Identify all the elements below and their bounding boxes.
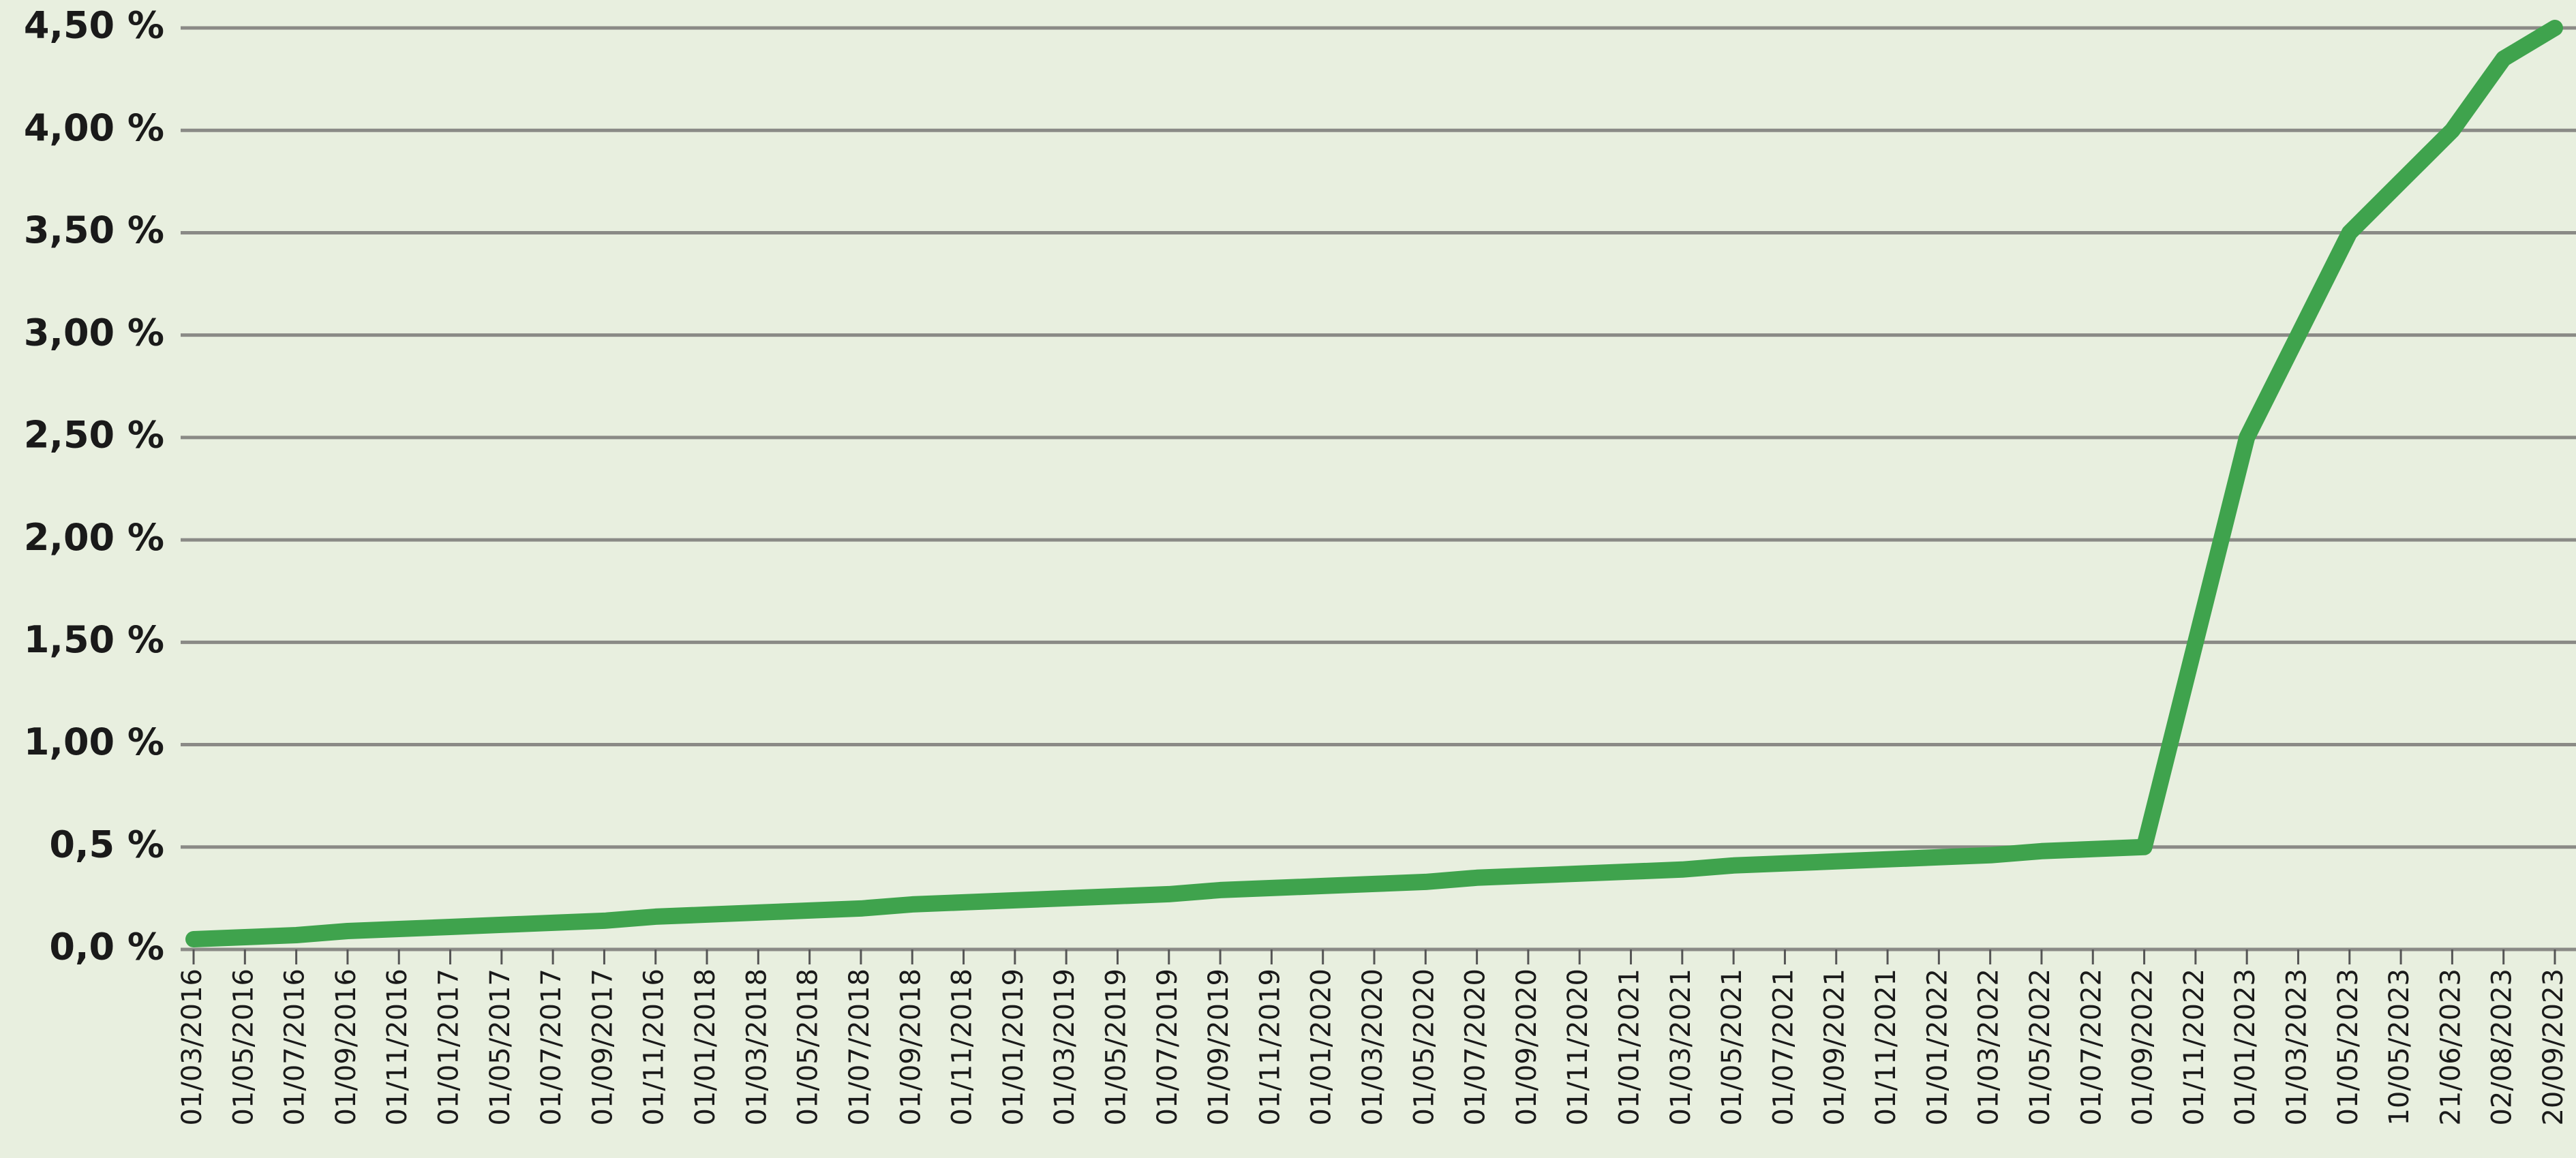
- y-tick-label: 0,5 %: [49, 823, 164, 866]
- y-tick-label: 1,00 %: [24, 720, 164, 763]
- x-tick-label: 01/05/2018: [793, 969, 824, 1126]
- x-tick-label: 01/11/2018: [947, 969, 978, 1126]
- x-tick-label: 01/11/2016: [382, 969, 413, 1126]
- x-tick-label: 01/01/2022: [1922, 969, 1953, 1126]
- x-tick-label: 01/09/2017: [587, 969, 618, 1126]
- x-tick-label: 01/07/2018: [844, 969, 875, 1126]
- x-tick-label: 01/01/2021: [1614, 969, 1646, 1126]
- y-tick-label: 1,50 %: [24, 618, 164, 661]
- y-tick-label: 3,50 %: [24, 209, 164, 252]
- x-tick-label: 01/07/2020: [1460, 969, 1491, 1126]
- x-tick-label: 01/03/2020: [1357, 969, 1389, 1126]
- x-tick-label: 01/07/2016: [279, 969, 311, 1126]
- x-tick-label: 01/07/2019: [1152, 969, 1183, 1126]
- x-tick-label: 01/01/2019: [998, 969, 1029, 1126]
- x-tick-label: 01/03/2022: [1973, 969, 2005, 1126]
- x-tick-label: 01/01/2018: [690, 969, 721, 1126]
- x-tick-label: 01/09/2016: [331, 969, 362, 1126]
- x-tick-label: 01/05/2021: [1716, 969, 1748, 1126]
- x-tick-label: 01/11/2019: [1254, 969, 1286, 1126]
- x-tick-label: 01/03/2019: [1049, 969, 1080, 1126]
- x-tick-label: 20/09/2023: [2538, 969, 2569, 1126]
- x-tick-label: 01/05/2022: [2025, 969, 2056, 1126]
- y-tick-label: 0,0 %: [49, 926, 164, 969]
- x-tick-label: 02/08/2023: [2487, 969, 2518, 1126]
- x-tick-label: 01/11/2016: [639, 969, 670, 1126]
- x-tick-label: 01/11/2021: [1870, 969, 1902, 1126]
- x-tick-label: 01/01/2023: [2230, 969, 2261, 1126]
- x-tick-label: 21/06/2023: [2435, 969, 2466, 1126]
- x-tick-label: 01/11/2022: [2179, 969, 2210, 1126]
- x-tick-label: 10/05/2023: [2384, 969, 2415, 1126]
- y-tick-label: 2,00 %: [24, 516, 164, 559]
- x-tick-label: 01/09/2020: [1511, 969, 1543, 1126]
- x-tick-label: 01/03/2018: [741, 969, 772, 1126]
- x-tick-label: 01/07/2021: [1768, 969, 1799, 1126]
- x-tick-label: 01/05/2017: [485, 969, 516, 1126]
- x-tick-label: 01/01/2020: [1306, 969, 1337, 1126]
- x-tick-label: 01/03/2021: [1665, 969, 1697, 1126]
- x-tick-label: 01/05/2019: [1100, 969, 1132, 1126]
- y-tick-label: 3,00 %: [24, 311, 164, 354]
- x-tick-label: 01/11/2020: [1562, 969, 1594, 1126]
- x-tick-label: 01/09/2018: [895, 969, 926, 1126]
- x-tick-label: 01/03/2016: [177, 969, 208, 1126]
- x-tick-label: 01/07/2017: [536, 969, 567, 1126]
- x-tick-label: 01/09/2019: [1203, 969, 1234, 1126]
- x-tick-label: 01/05/2020: [1408, 969, 1440, 1126]
- y-tick-label: 4,00 %: [24, 106, 164, 149]
- y-tick-label: 4,50 %: [24, 4, 164, 47]
- y-tick-label: 2,50 %: [24, 414, 164, 457]
- x-tick-label: 01/05/2016: [228, 969, 259, 1126]
- x-tick-label: 01/01/2017: [434, 969, 465, 1126]
- x-tick-label: 01/03/2023: [2281, 969, 2312, 1126]
- x-tick-label: 01/07/2022: [2076, 969, 2107, 1126]
- data-line: [185, 20, 2563, 947]
- x-tick-label: 01/09/2022: [2127, 969, 2159, 1126]
- x-tick-label: 01/09/2021: [1819, 969, 1851, 1126]
- x-tick-label: 01/05/2023: [2333, 969, 2364, 1126]
